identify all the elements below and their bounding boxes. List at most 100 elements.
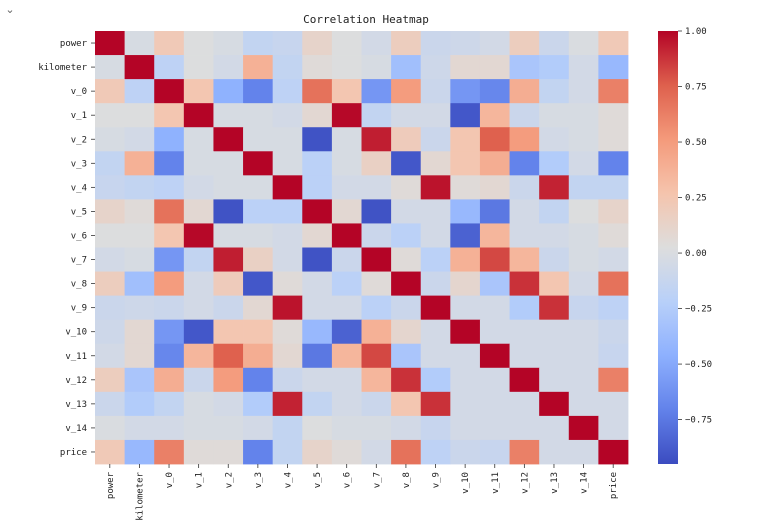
heatmap-cell [124, 127, 155, 152]
y-tick-label: v_0 [71, 87, 87, 97]
heatmap-cell [479, 343, 510, 369]
heatmap-cell [124, 319, 155, 345]
heatmap-cell [420, 199, 451, 224]
heatmap-cell [302, 415, 333, 441]
heatmap-cell [95, 391, 126, 417]
heatmap-cell [479, 103, 510, 128]
heatmap-cell [302, 271, 333, 297]
heatmap-cell [568, 199, 599, 224]
heatmap-cell [509, 271, 540, 297]
x-tick-label: v_14 [580, 472, 590, 494]
heatmap-cell [243, 343, 274, 369]
heatmap-cell [183, 271, 214, 297]
heatmap-cell [272, 79, 303, 104]
x-tick-label: v_7 [372, 472, 382, 488]
heatmap-cell [183, 55, 214, 80]
heatmap-cell [450, 31, 481, 56]
heatmap-cell [272, 247, 303, 272]
x-tick-label: v_3 [254, 472, 264, 488]
heatmap-cell [154, 175, 185, 200]
chevron-down-icon[interactable]: ⌄ [5, 3, 15, 16]
x-tick-label: v_10 [461, 472, 471, 494]
x-tick-label: v_12 [520, 472, 530, 494]
x-tick-label: v_9 [432, 472, 442, 488]
heatmap-cell [95, 127, 126, 152]
heatmap-cell [331, 271, 362, 297]
heatmap-cell [361, 271, 392, 297]
heatmap-cell [272, 127, 303, 152]
heatmap-cell [124, 343, 155, 369]
heatmap-cell [568, 295, 599, 321]
y-tick-label: v_11 [65, 352, 87, 362]
y-tick-label: v_12 [65, 376, 87, 386]
heatmap-cell [568, 319, 599, 345]
heatmap-cell [331, 175, 362, 200]
x-tick-label: kilometer [135, 471, 145, 520]
heatmap-cell [598, 175, 629, 200]
heatmap-cell [243, 79, 274, 104]
heatmap-cell [450, 391, 481, 417]
heatmap-cell [509, 319, 540, 345]
heatmap-cell [154, 295, 185, 321]
heatmap-cell [479, 391, 510, 417]
heatmap-cell [302, 391, 333, 417]
heatmap-cell [479, 247, 510, 272]
heatmap-cell [391, 79, 422, 104]
x-tick-label: v_5 [313, 472, 323, 488]
heatmap-cell [154, 367, 185, 393]
heatmap-cell [95, 103, 126, 128]
heatmap-cell [539, 295, 570, 321]
heatmap-cell [213, 319, 244, 345]
heatmap-cell [272, 415, 303, 441]
heatmap-cell [213, 295, 244, 321]
heatmap-cell [213, 151, 244, 176]
heatmap-cell [331, 31, 362, 56]
heatmap-cell [598, 415, 629, 441]
heatmap-cell [361, 175, 392, 200]
heatmap-cell [420, 415, 451, 441]
heatmap-cell [391, 175, 422, 200]
heatmap-cell [124, 175, 155, 200]
heatmap-cell [450, 175, 481, 200]
heatmap-cell [154, 31, 185, 56]
heatmap-cell [598, 295, 629, 321]
heatmap-cell [568, 271, 599, 297]
heatmap-cell [420, 151, 451, 176]
chart-title: Correlation Heatmap [303, 13, 429, 26]
heatmap-cell [243, 55, 274, 80]
heatmap-cell [213, 79, 244, 104]
heatmap-cell [539, 439, 570, 465]
heatmap-cell [95, 55, 126, 80]
y-tick-label: v_8 [71, 280, 87, 290]
heatmap-cell [213, 343, 244, 369]
heatmap-cell [450, 367, 481, 393]
heatmap-cell [95, 199, 126, 224]
heatmap-cell [420, 31, 451, 56]
heatmap-cell [331, 439, 362, 465]
heatmap-cell [183, 391, 214, 417]
heatmap-cell [450, 223, 481, 248]
heatmap-cell [213, 31, 244, 56]
heatmap-cell [479, 55, 510, 80]
heatmap-cell [183, 343, 214, 369]
y-tick-label: price [60, 448, 87, 458]
heatmap-cell [479, 367, 510, 393]
heatmap-cell [391, 55, 422, 80]
x-tick-label: v_1 [195, 472, 205, 488]
heatmap-cell [361, 343, 392, 369]
y-tick-label: v_14 [65, 424, 87, 434]
heatmap-cell [183, 199, 214, 224]
heatmap-cell [420, 103, 451, 128]
heatmap-cell [213, 367, 244, 393]
heatmap-cell [598, 127, 629, 152]
heatmap-cell [124, 367, 155, 393]
heatmap-cell [331, 247, 362, 272]
heatmap-cell [95, 151, 126, 176]
heatmap-cell [183, 79, 214, 104]
heatmap-cell [420, 127, 451, 152]
heatmap-cell [420, 343, 451, 369]
heatmap-cell [272, 55, 303, 80]
heatmap-cell [568, 127, 599, 152]
heatmap-cell [183, 367, 214, 393]
heatmap-cell [420, 319, 451, 345]
